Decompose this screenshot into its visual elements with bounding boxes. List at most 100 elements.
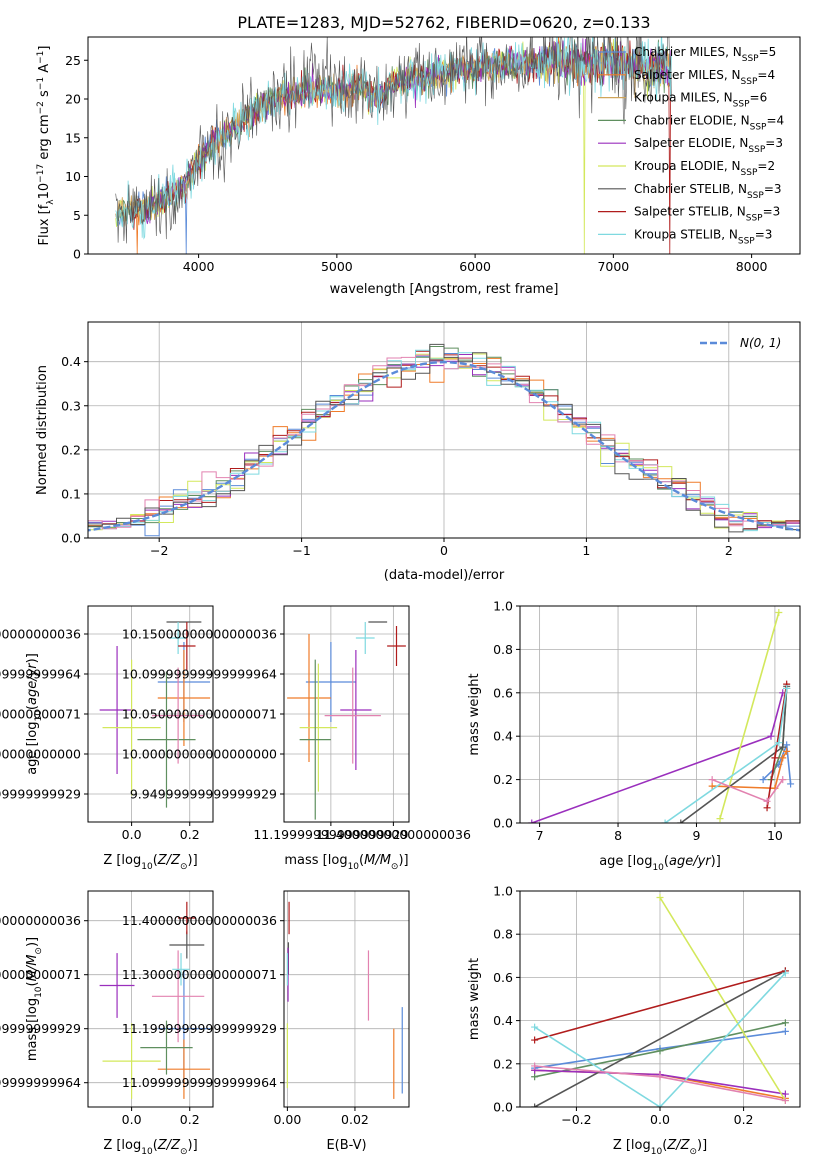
y-tick-label: 11.09999999999999964: [0, 1075, 81, 1090]
x-tick-label: 5000: [321, 259, 353, 274]
mass-weight-line: [534, 970, 786, 1041]
axes-frame: [87, 890, 214, 1108]
mass-vs-metallicity-panel: 0.0 0.2 11.09999999999999964 11.19999999999…: [0, 890, 214, 1157]
mass-weight-marker: [779, 743, 787, 751]
legend-entry: Salpeter ELODIE, NSSP=3: [634, 136, 783, 155]
mass-weight-marker: [531, 1023, 539, 1031]
mass-weight-marker: [781, 1019, 789, 1027]
x-tick-label: 0: [440, 543, 448, 558]
y-tick-label: 10.00000000000000000: [122, 747, 277, 762]
x-tick-label: 11.40000000000000036: [316, 827, 471, 842]
mass-weight-line: [534, 972, 786, 1107]
mass-weight-marker: [528, 819, 536, 823]
mass-vs-extinction-panel: 0.00 0.02 11.09999999999999964 11.199999999…: [122, 890, 410, 1153]
x-tick-label: 0.00: [273, 1112, 301, 1127]
y-tick-label: 9.94999999999999929: [0, 787, 81, 802]
weight-vs-metallicity-panel: −0.2 0.0 0.2 0.0 0.2 0.4 0.6 0.8 1.0 Z [log10(Z/Z…: [467, 884, 801, 1157]
y-tick-label: 11.40000000000000036: [122, 913, 277, 928]
weight-vs-age-panel: 7 8 9 10 0.0 0.2 0.4 0.6 0.8 1.0 age [log10(age/yr…: [467, 599, 801, 873]
mass-weight-marker: [661, 819, 669, 823]
y-tick-label: 0.2: [493, 1056, 513, 1071]
y-tick-label: 0.0: [493, 1100, 513, 1115]
mass-weight-marker: [783, 684, 791, 692]
y-tick-label: 20: [65, 92, 81, 107]
axes-frame: [519, 890, 801, 1108]
weight-vs-age-panel-xlabel: age [log10(age/yr)]: [599, 854, 721, 873]
mass-vs-metallicity-panel-ylabel: mass [log10(M/M⊙)]: [25, 937, 44, 1061]
mass-weight-marker: [775, 739, 783, 747]
y-tick-label: 11.19999999999999929: [0, 1021, 81, 1036]
axes-frame: [87, 321, 801, 539]
y-tick-label: 11.09999999999999964: [122, 1075, 277, 1090]
y-tick-label: 10.00000000000000000: [0, 747, 81, 762]
y-tick-label: 10.05000000000000071: [0, 707, 81, 722]
x-tick-label: 0.2: [180, 827, 200, 842]
y-tick-label: 5: [73, 208, 81, 223]
weight-vs-metallicity-panel-xlabel: Z [log10(Z/Z⊙)]: [613, 1138, 707, 1157]
mass-weight-marker: [787, 780, 795, 788]
spectrum-title: PLATE=1283, MJD=52762, FIBERID=0620, z=0…: [237, 13, 650, 32]
mass-vs-extinction-xlabel: E(B-V): [326, 1138, 366, 1153]
y-tick-label: 0.6: [493, 685, 513, 700]
weight-vs-age-panel-ylabel: mass weight: [467, 673, 482, 755]
mass-weight-marker: [781, 1027, 789, 1035]
x-tick-label: 4000: [183, 259, 215, 274]
y-tick-label: 11.19999999999999929: [122, 1021, 277, 1036]
x-tick-label: 10: [767, 828, 783, 843]
residual-histogram: [88, 343, 800, 533]
mass-weight-marker: [708, 782, 716, 790]
x-tick-label: −2: [150, 543, 168, 558]
x-tick-label: 7: [536, 828, 544, 843]
y-tick-label: 0.3: [61, 398, 81, 413]
mass-weight-marker: [531, 1062, 539, 1070]
axes-frame: [283, 890, 410, 1108]
residual-histograms: [88, 343, 800, 537]
x-tick-label: 9: [692, 828, 700, 843]
y-tick-label: 10.15000000000000036: [122, 627, 277, 642]
x-tick-label: 0.2: [180, 1112, 200, 1127]
spectrum-xlabel: wavelength [Angstrom, rest frame]: [330, 282, 559, 297]
y-tick-label: 15: [65, 130, 81, 145]
y-tick-label: 0.2: [61, 442, 81, 457]
mass-weight-marker: [531, 1036, 539, 1044]
y-tick-label: 0.8: [493, 642, 513, 657]
age-vs-mass-panel: 11.1999999999999992911.40000000000000036…: [122, 605, 471, 872]
legend-entry: Chabrier ELODIE, NSSP=4: [634, 113, 784, 132]
mass-weight-marker: [771, 754, 779, 762]
residual-panel: −2 −1 0 1 2 0.0 0.1 0.2 0.3 0.4 (data-model)/error…: [35, 321, 801, 583]
y-tick-label: 1.0: [493, 599, 513, 614]
spectrum-lines: [115, 37, 672, 254]
x-tick-label: −0.2: [561, 1112, 591, 1127]
mass-weight-marker: [775, 609, 783, 617]
y-tick-label: 0.1: [61, 486, 81, 501]
y-tick-label: 0.6: [493, 970, 513, 985]
y-tick-label: 10.05000000000000071: [122, 707, 277, 722]
mass-weight-marker: [779, 754, 787, 762]
axes-frame: [519, 605, 801, 824]
axes-frame: [87, 605, 214, 823]
y-tick-label: 10.15000000000000036: [0, 627, 81, 642]
mass-weight-line: [766, 683, 788, 808]
legend-entry: Chabrier STELIB, NSSP=3: [634, 182, 782, 201]
y-tick-label: 10.09999999999999964: [0, 667, 81, 682]
age-vs-mass-panel-xlabel: mass [log10(M/M⊙)]: [284, 853, 408, 872]
spectrum-ylabel: Flux [fλ10−17 erg cm−2 s−1 A−1]: [36, 46, 56, 246]
mass-weight-marker: [656, 893, 664, 901]
mass-weight-marker: [783, 747, 791, 755]
x-tick-label: 8000: [736, 259, 768, 274]
normal-legend-entry: N(0, 1): [740, 336, 781, 350]
mass-weight-line: [534, 970, 786, 1107]
spectrum-model-line: [115, 37, 672, 244]
mass-weight-line: [712, 750, 788, 790]
y-tick-label: 0.0: [493, 816, 513, 831]
mass-weight-marker: [763, 804, 771, 812]
y-tick-label: 0.4: [493, 729, 513, 744]
x-tick-label: 6000: [459, 259, 491, 274]
x-tick-label: 8: [614, 828, 622, 843]
residual-ylabel: Normed distribution: [35, 365, 50, 495]
residual-histogram: [88, 354, 800, 530]
mass-vs-metallicity-panel-xlabel: Z [log10(Z/Z⊙)]: [103, 1138, 197, 1157]
y-tick-label: 0: [73, 247, 81, 262]
mass-weight-marker: [767, 732, 775, 740]
mass-weight-line: [531, 692, 784, 823]
